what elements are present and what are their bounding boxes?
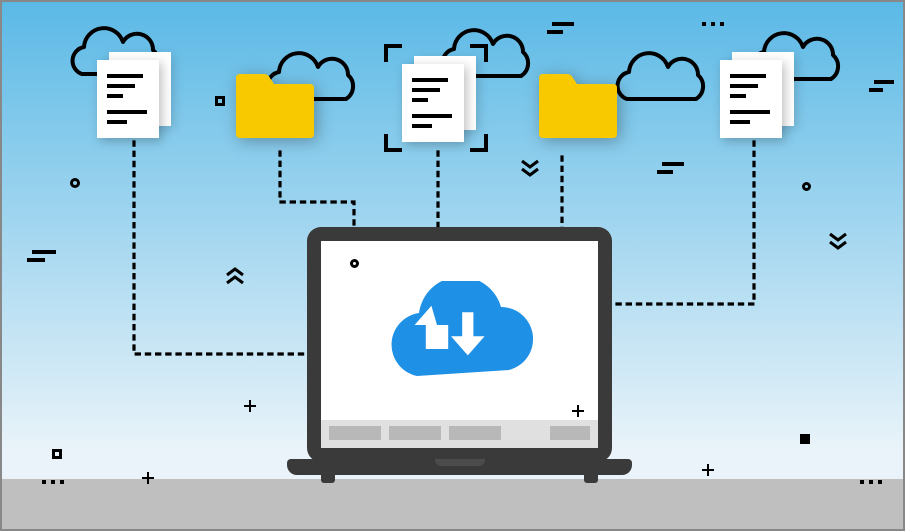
dash-decoration: [662, 162, 684, 166]
plus-decoration: [572, 405, 584, 417]
plus-decoration: [244, 400, 256, 412]
square-decoration: [215, 96, 225, 106]
crop-brackets: [382, 42, 490, 158]
square-decoration: [800, 434, 810, 444]
circle-decoration: [350, 259, 359, 268]
circle-decoration: [802, 182, 811, 191]
dash-decoration: [874, 80, 894, 84]
dots-decoration: [860, 480, 882, 484]
chevron-down-icon: [828, 232, 848, 250]
dash-decoration: [552, 22, 574, 26]
circle-decoration: [70, 178, 80, 188]
laptop: [287, 227, 632, 497]
infographic-canvas: [0, 0, 905, 531]
dash-decoration: [869, 88, 883, 92]
dots-decoration: [702, 22, 724, 26]
chevron-up-icon: [225, 267, 245, 285]
dash-decoration: [547, 30, 563, 34]
laptop-screen: [321, 241, 598, 448]
laptop-base: [287, 459, 632, 475]
plus-decoration: [142, 472, 154, 484]
chevron-down-icon: [520, 159, 540, 177]
dash-decoration: [27, 258, 45, 262]
laptop-taskbar: [321, 420, 598, 448]
plus-decoration: [702, 464, 714, 476]
upload-cloud-icon: [377, 281, 547, 401]
dots-decoration: [42, 480, 64, 484]
dash-decoration: [32, 250, 56, 254]
dash-decoration: [657, 170, 673, 174]
square-decoration: [52, 449, 62, 459]
